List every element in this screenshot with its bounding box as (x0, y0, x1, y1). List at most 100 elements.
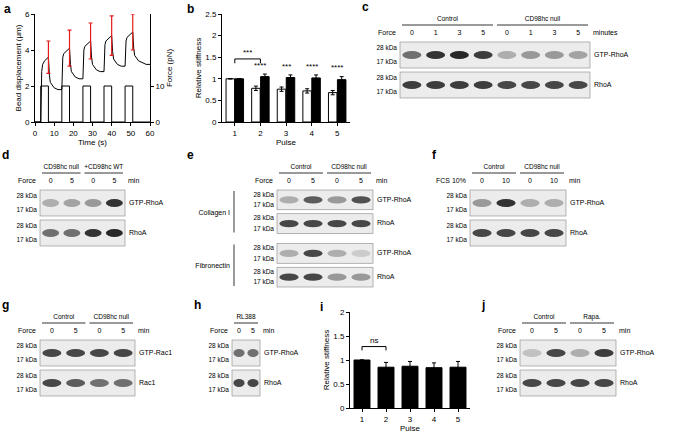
svg-text:1.5: 1.5 (205, 53, 217, 62)
svg-text:RhoA: RhoA (264, 379, 282, 386)
svg-text:10: 10 (502, 177, 510, 184)
svg-text:Time (s): Time (s) (78, 138, 107, 147)
svg-text:1.5: 1.5 (333, 332, 345, 341)
svg-text:20: 20 (69, 129, 78, 138)
svg-text:28 kDa: 28 kDa (376, 44, 397, 51)
svg-text:i: i (320, 300, 323, 314)
svg-text:28 kDa: 28 kDa (253, 191, 274, 198)
svg-text:5: 5 (576, 29, 580, 36)
svg-text:RhoA: RhoA (377, 273, 395, 280)
svg-text:***: *** (243, 48, 252, 57)
svg-text:0.5: 0.5 (205, 96, 217, 105)
svg-text:5: 5 (112, 177, 116, 184)
svg-text:1: 1 (434, 29, 438, 36)
svg-text:RhoA: RhoA (620, 379, 638, 386)
svg-text:0: 0 (528, 177, 532, 184)
svg-text:Rac1: Rac1 (139, 379, 155, 386)
svg-text:17 kDa: 17 kDa (253, 278, 274, 285)
svg-text:0: 0 (505, 29, 509, 36)
svg-text:Collagen I: Collagen I (198, 209, 230, 217)
svg-text:5: 5 (335, 129, 340, 138)
svg-text:28 kDa: 28 kDa (496, 342, 517, 349)
svg-text:0: 0 (33, 129, 38, 138)
svg-text:2: 2 (258, 129, 263, 138)
svg-text:5: 5 (70, 177, 74, 184)
svg-text:28 kDa: 28 kDa (446, 192, 467, 199)
svg-text:3: 3 (284, 129, 289, 138)
svg-text:ns: ns (370, 336, 378, 345)
svg-text:5: 5 (456, 415, 461, 424)
svg-text:10: 10 (156, 82, 165, 91)
svg-text:6: 6 (25, 10, 30, 19)
svg-text:Relative stiffness: Relative stiffness (322, 330, 331, 390)
svg-text:28 kDa: 28 kDa (446, 222, 467, 229)
svg-text:GTP-RhoA: GTP-RhoA (570, 199, 605, 206)
svg-text:0: 0 (578, 327, 582, 334)
svg-text:Force: Force (378, 29, 396, 36)
svg-text:10: 10 (550, 177, 558, 184)
svg-text:Relative stiffness: Relative stiffness (194, 38, 203, 98)
svg-text:1: 1 (233, 129, 238, 138)
svg-text:17 kDa: 17 kDa (208, 356, 229, 363)
svg-text:min: min (376, 177, 387, 184)
svg-text:RhoA: RhoA (594, 81, 612, 88)
svg-text:min: min (263, 327, 274, 334)
svg-text:5: 5 (74, 327, 78, 334)
svg-text:28 kDa: 28 kDa (16, 372, 37, 379)
svg-text:Pulse: Pulse (400, 424, 421, 433)
svg-text:17 kDa: 17 kDa (496, 386, 517, 393)
svg-text:28 kDa: 28 kDa (376, 74, 397, 81)
svg-text:GTP-RhoA: GTP-RhoA (129, 199, 164, 206)
svg-text:Control: Control (437, 15, 459, 22)
svg-text:3: 3 (457, 29, 461, 36)
svg-text:GTP-RhoA: GTP-RhoA (594, 51, 629, 58)
svg-text:4: 4 (25, 46, 30, 55)
svg-text:0: 0 (25, 118, 30, 127)
svg-text:min: min (619, 327, 630, 334)
svg-text:17 kDa: 17 kDa (253, 255, 274, 262)
svg-text:60: 60 (146, 129, 155, 138)
svg-text:5: 5 (359, 177, 363, 184)
svg-text:1: 1 (212, 75, 217, 84)
svg-text:CD98hc null: CD98hc null (44, 163, 80, 170)
svg-text:2: 2 (25, 82, 30, 91)
svg-text:0.5: 0.5 (333, 380, 345, 389)
svg-text:a: a (4, 2, 11, 16)
svg-text:30: 30 (88, 129, 97, 138)
svg-text:17 kDa: 17 kDa (376, 58, 397, 65)
svg-text:d: d (2, 148, 9, 162)
svg-text:j: j (481, 298, 485, 312)
svg-text:2: 2 (212, 31, 217, 40)
svg-text:minutes: minutes (593, 29, 618, 36)
svg-text:28 kDa: 28 kDa (253, 244, 274, 251)
svg-text:17 kDa: 17 kDa (496, 356, 517, 363)
svg-text:28 kDa: 28 kDa (16, 192, 37, 199)
svg-text:Bead displacement (μm): Bead displacement (μm) (14, 24, 23, 111)
svg-text:10: 10 (50, 129, 59, 138)
svg-text:Pulse: Pulse (276, 138, 297, 147)
svg-text:GTP-Rac1: GTP-Rac1 (139, 349, 172, 356)
svg-text:0: 0 (287, 177, 291, 184)
svg-text:b: b (187, 2, 194, 16)
svg-text:17 kDa: 17 kDa (253, 225, 274, 232)
svg-text:2: 2 (384, 415, 389, 424)
svg-text:f: f (432, 148, 437, 162)
svg-text:Force: Force (498, 327, 516, 334)
svg-text:1: 1 (360, 415, 365, 424)
svg-text:50: 50 (126, 129, 135, 138)
svg-text:Control: Control (534, 313, 556, 320)
svg-text:1: 1 (340, 356, 345, 365)
svg-text:17 kDa: 17 kDa (16, 206, 37, 213)
svg-text:5: 5 (251, 327, 255, 334)
svg-text:GTP-RhoA: GTP-RhoA (264, 349, 299, 356)
svg-text:0: 0 (91, 177, 95, 184)
svg-text:28 kDa: 28 kDa (16, 222, 37, 229)
svg-text:0: 0 (335, 177, 339, 184)
svg-text:3: 3 (408, 415, 413, 424)
svg-text:0: 0 (97, 327, 101, 334)
svg-text:Control: Control (53, 313, 75, 320)
svg-text:CD98hc null: CD98hc null (331, 163, 367, 170)
svg-text:****: **** (331, 63, 343, 72)
svg-text:0: 0 (212, 118, 217, 127)
svg-text:17 kDa: 17 kDa (16, 236, 37, 243)
